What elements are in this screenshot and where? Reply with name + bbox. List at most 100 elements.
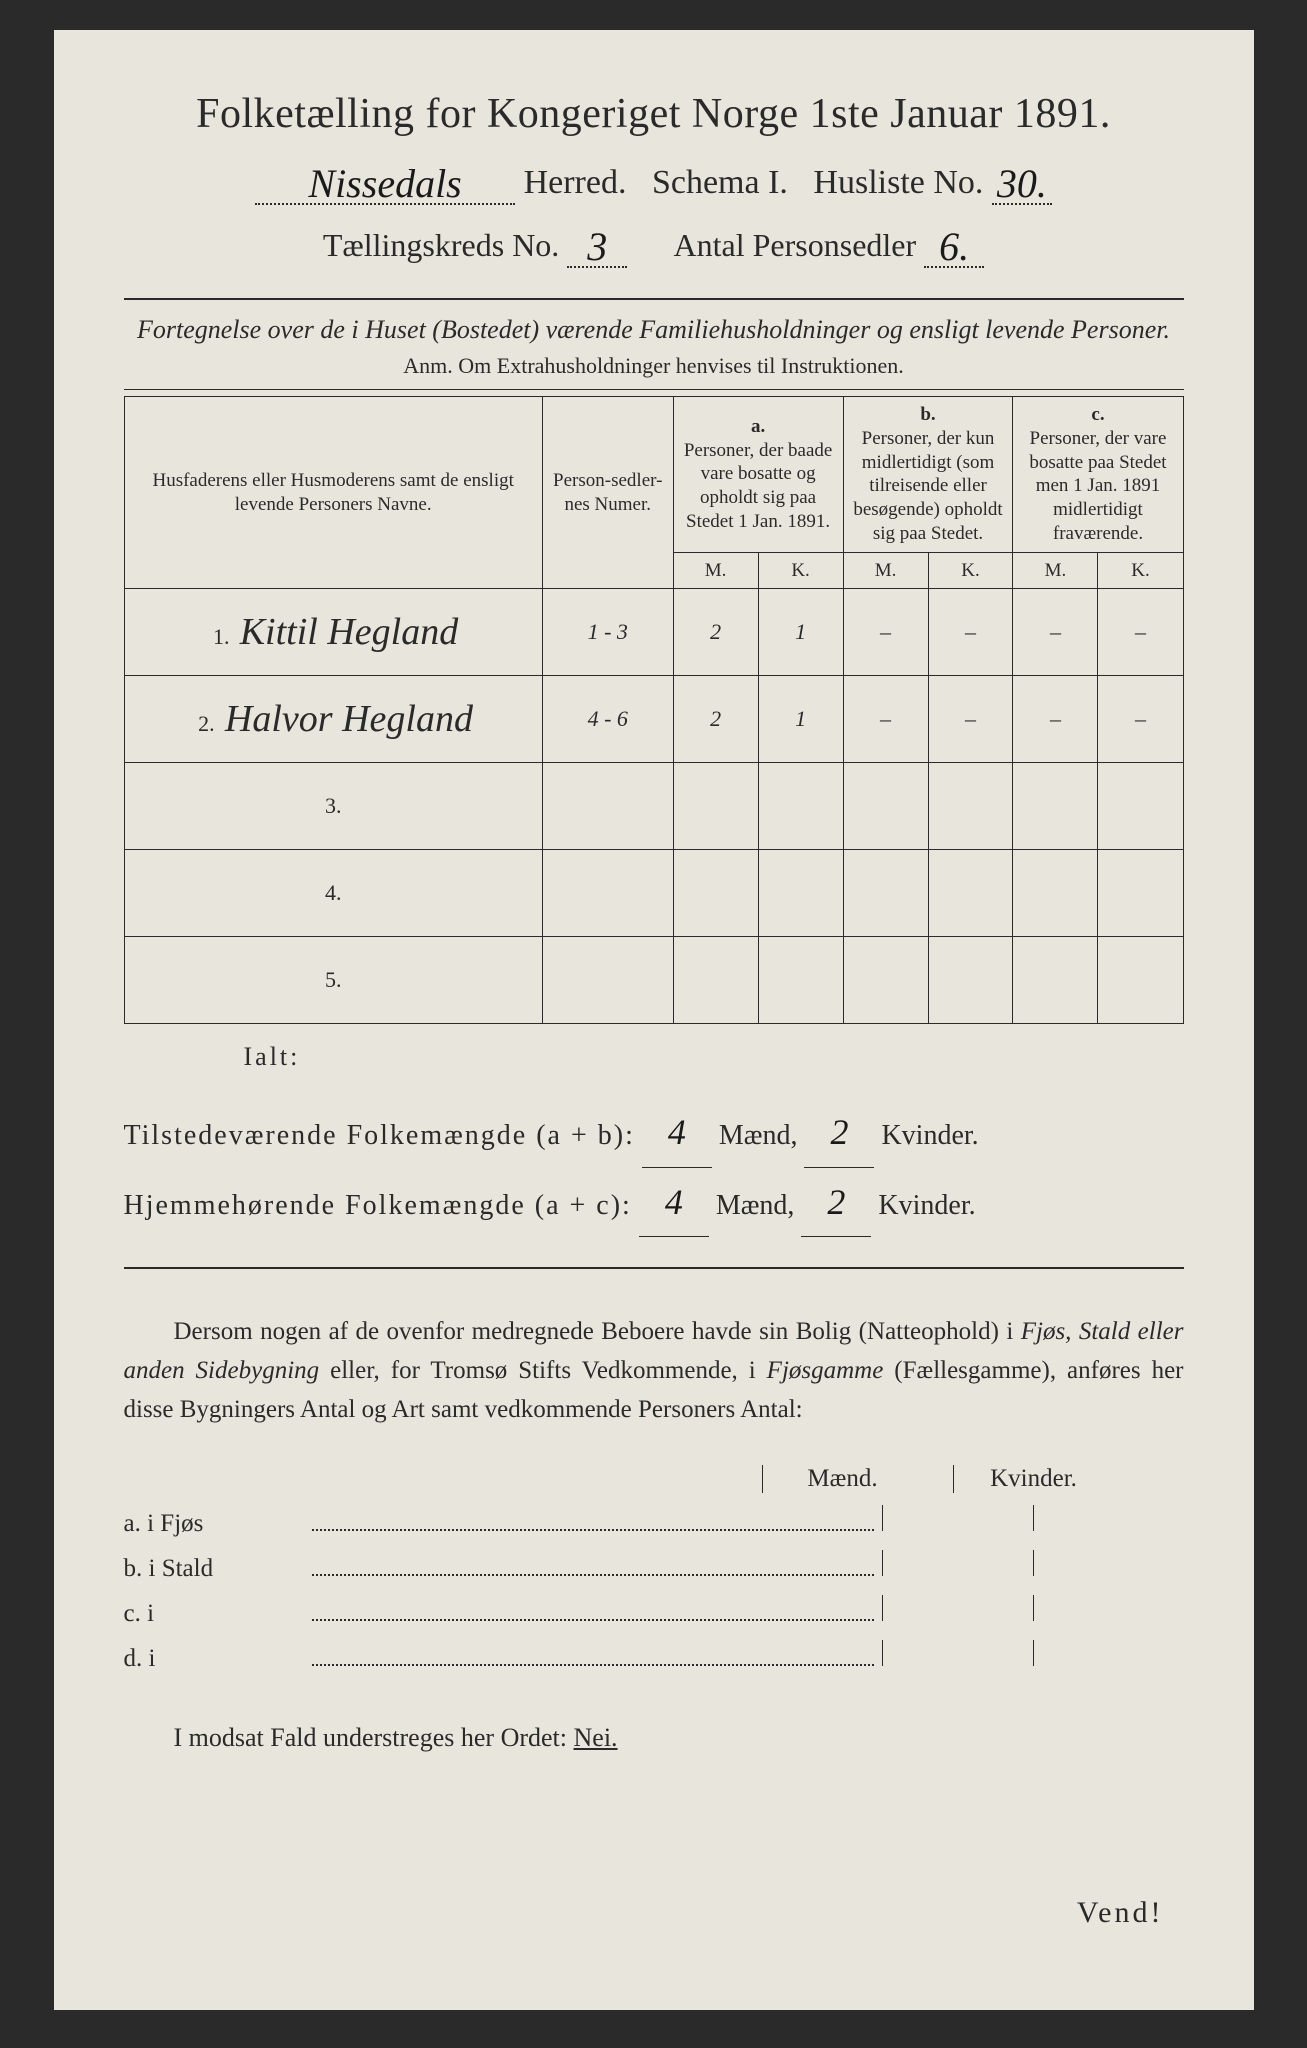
header-line-2: Tællingskreds No. 3 Antal Personsedler 6… [124, 219, 1184, 268]
cell-ck: – [1098, 589, 1183, 676]
para-t2: eller, for Tromsø Stifts Vedkommende, i [319, 1357, 767, 1384]
sub-maend: Mænd. [762, 1465, 913, 1493]
table-row: 3. [124, 763, 1183, 850]
sub-b-label: b. i Stald [124, 1555, 304, 1583]
horizontal-rule-2 [124, 1267, 1184, 1269]
cell-ck: – [1098, 676, 1183, 763]
tot1-k: 2 [830, 1112, 848, 1152]
bottom-text: I modsat Fald understreges her Ordet: [174, 1723, 574, 1752]
census-form-page: Folketælling for Kongeriget Norge 1ste J… [54, 30, 1254, 2010]
sub-c-label: c. i [124, 1600, 304, 1628]
horizontal-rule [124, 298, 1184, 300]
para-t1: Dersom nogen af de ovenfor medregnede Be… [174, 1318, 1021, 1345]
kvinder-label: Kvinder. [878, 1190, 975, 1221]
th-a-label: a. [682, 415, 835, 439]
census-table: Husfaderens eller Husmoderens samt de en… [124, 396, 1184, 1024]
para-i2: Fjøsgamme [767, 1357, 884, 1384]
kreds-label: Tællingskreds No. [323, 227, 559, 263]
th-c-label: c. [1021, 403, 1174, 427]
sub-d-label: d. i [124, 1645, 304, 1673]
th-num: Person-sedler-nes Numer. [542, 397, 673, 589]
th-c-group: c. Personer, der vare bosatte paa Stedet… [1013, 397, 1183, 553]
ialt-label: Ialt: [244, 1042, 1184, 1072]
cell-am: 2 [673, 589, 758, 676]
slot-k [1033, 1505, 1184, 1531]
maend-label: Mænd, [719, 1120, 798, 1151]
dotted-line [312, 1619, 874, 1621]
th-b-m: M. [843, 552, 928, 589]
table-row: 2. Halvor Hegland 4 - 6 2 1 – – – – [124, 676, 1183, 763]
row-num: 1. [208, 624, 234, 650]
cell-bm: – [843, 676, 928, 763]
cell-cm: – [1013, 589, 1098, 676]
th-c-text: Personer, der vare bosatte paa Stedet me… [1021, 427, 1174, 546]
dotted-line [312, 1529, 874, 1531]
dotted-line [312, 1574, 874, 1576]
totals-block: Tilstedeværende Folkemængde (a + b): 4 M… [124, 1098, 1184, 1237]
bottom-note: I modsat Fald understreges her Ordet: Ne… [124, 1723, 1184, 1753]
sub-row-d: d. i [124, 1640, 1184, 1673]
cell-am: 2 [673, 676, 758, 763]
th-b-label: b. [852, 403, 1005, 427]
th-c-m: M. [1013, 552, 1098, 589]
sub-a-label: a. i Fjøs [124, 1510, 304, 1538]
cell-bk: – [928, 589, 1013, 676]
slot-m [882, 1550, 1033, 1576]
anm-note: Anm. Om Extrahusholdninger henvises til … [124, 353, 1184, 379]
row-sedler: 4 - 6 [542, 676, 673, 763]
slot-m [882, 1505, 1033, 1531]
sub-row-c: c. i [124, 1595, 1184, 1628]
thin-rule [124, 389, 1184, 390]
herred-label: Herred. [524, 164, 627, 201]
nei-underlined: Nei. [574, 1723, 618, 1752]
table-row: 4. [124, 850, 1183, 937]
row-name: Halvor Hegland [225, 698, 473, 740]
row-sedler: 1 - 3 [542, 589, 673, 676]
th-b-k: K. [928, 552, 1013, 589]
dotted-line [312, 1664, 874, 1666]
row-num: 5. [320, 967, 346, 993]
building-paragraph: Dersom nogen af de ovenfor medregnede Be… [124, 1313, 1184, 1429]
kvinder-label: Kvinder. [881, 1120, 978, 1151]
row-num: 4. [320, 880, 346, 906]
th-b-group: b. Personer, der kun midlertidigt (som t… [843, 397, 1013, 553]
table-body: 1. Kittil Hegland 1 - 3 2 1 – – – – 2. H… [124, 589, 1183, 1024]
personsedler-label: Antal Personsedler [674, 227, 917, 263]
th-a-k: K. [758, 552, 843, 589]
row-name: Kittil Hegland [240, 611, 459, 653]
vend-label: Vend! [1077, 1896, 1164, 1930]
husliste-label: Husliste No. [813, 164, 983, 201]
cell-cm: – [1013, 676, 1098, 763]
th-c-k: K. [1098, 552, 1183, 589]
maend-label: Mænd, [716, 1190, 795, 1221]
sub-row-b: b. i Stald [124, 1550, 1184, 1583]
husliste-no: 30. [997, 161, 1047, 206]
table-row: 5. [124, 937, 1183, 1024]
th-a-m: M. [673, 552, 758, 589]
sub-row-a: a. i Fjøs [124, 1505, 1184, 1538]
slot-k [1033, 1640, 1184, 1666]
herred-value: Nissedals [308, 161, 461, 206]
subtitle: Fortegnelse over de i Huset (Bostedet) v… [124, 312, 1184, 347]
slot-m [882, 1640, 1033, 1666]
th-name: Husfaderens eller Husmoderens samt de en… [124, 397, 542, 589]
cell-ak: 1 [758, 676, 843, 763]
schema-label: Schema I. [652, 164, 788, 201]
building-list: Mænd. Kvinder. a. i Fjøs b. i Stald c. i… [124, 1465, 1184, 1673]
slot-m [882, 1595, 1033, 1621]
slot-k [1033, 1595, 1184, 1621]
tot2-k: 2 [827, 1182, 845, 1222]
personsedler-no: 6. [939, 224, 969, 269]
page-title: Folketælling for Kongeriget Norge 1ste J… [124, 90, 1184, 138]
cell-bm: – [843, 589, 928, 676]
row-num: 2. [193, 711, 219, 737]
tot1-m: 4 [668, 1112, 686, 1152]
row-num: 3. [320, 793, 346, 819]
th-a-group: a. Personer, der baade vare bosatte og o… [673, 397, 843, 553]
kreds-no: 3 [587, 224, 607, 269]
table-row: 1. Kittil Hegland 1 - 3 2 1 – – – – [124, 589, 1183, 676]
header-line-1: Nissedals Herred. Schema I. Husliste No.… [124, 156, 1184, 205]
sub-header: Mænd. Kvinder. [124, 1465, 1184, 1493]
cell-ak: 1 [758, 589, 843, 676]
tot2-m: 4 [665, 1182, 683, 1222]
